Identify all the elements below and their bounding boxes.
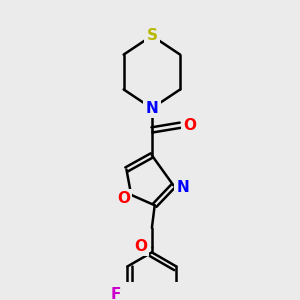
Text: O: O [117, 191, 130, 206]
Text: O: O [183, 118, 196, 133]
Text: N: N [146, 101, 158, 116]
Text: S: S [146, 28, 158, 43]
Text: O: O [134, 239, 147, 254]
Text: F: F [111, 287, 121, 300]
Text: N: N [177, 180, 189, 195]
